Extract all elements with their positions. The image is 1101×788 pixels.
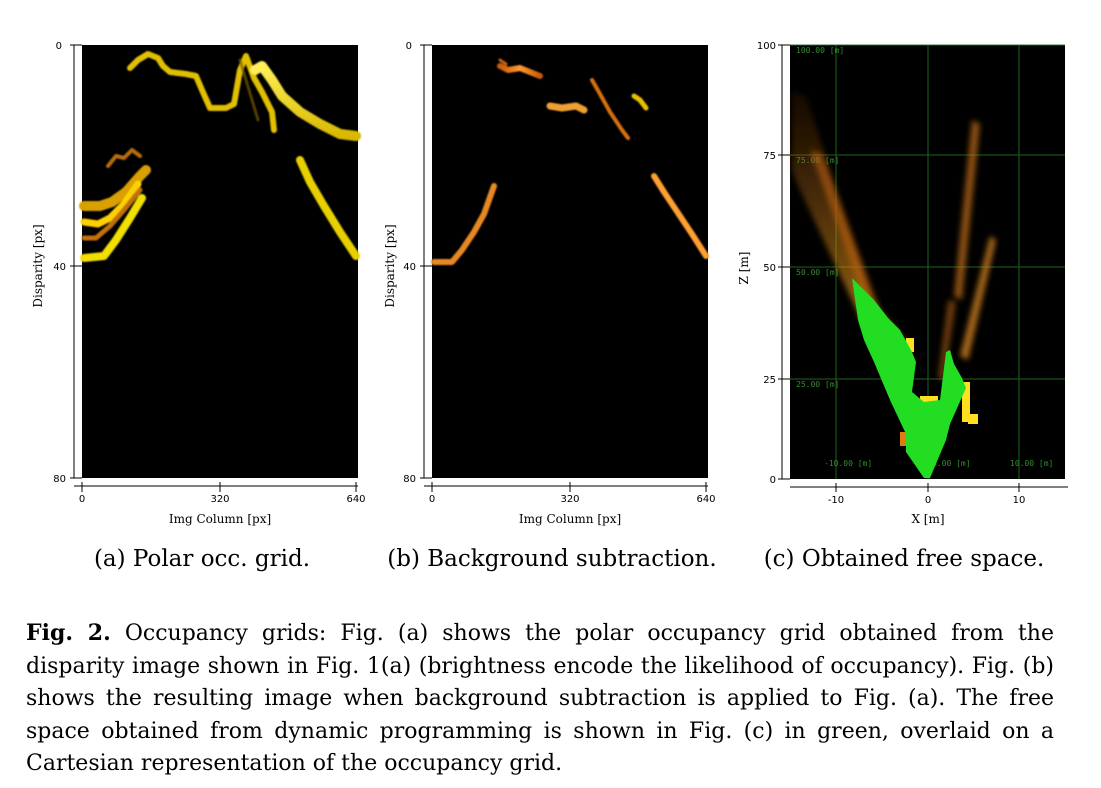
panel-b-ytick-40: 40	[403, 262, 416, 273]
panel-b-subcaption: (b) Background subtraction.	[387, 546, 716, 572]
figure: 0 40 80 0 320 640 Disparity [px] Img Col…	[31, 41, 1068, 572]
panel-a: 0 40 80 0 320 640 Disparity [px] Img Col…	[31, 41, 366, 572]
panel-b: 0 40 80 0 320 640 Disparity [px] Img Col…	[383, 41, 717, 572]
panel-b-xlabel: Img Column [px]	[519, 512, 621, 526]
panel-b-ylabel: Disparity [px]	[383, 224, 397, 307]
panel-c-xtick-0: 0	[925, 495, 931, 506]
panel-c: 100.00 [m] 75.00 [m] 50.00 [m] 25.00 [m]…	[737, 41, 1068, 572]
panel-c-grid-label-x-10: -10.00 [m]	[824, 459, 872, 468]
panel-a-xtick-0: 0	[79, 494, 85, 505]
panel-a-subcaption: (a) Polar occ. grid.	[94, 546, 310, 572]
panel-c-grid-label-50: 50.00 [m]	[796, 268, 839, 277]
panel-c-ylabel: Z [m]	[737, 252, 751, 285]
panel-a-xtick-640: 640	[346, 494, 365, 505]
figure-caption: Fig. 2. Occupancy grids: Fig. (a) shows …	[26, 617, 1054, 781]
panel-b-xtick-0: 0	[429, 494, 435, 505]
panel-b-ytick-80: 80	[403, 474, 416, 485]
panel-c-ytick-0: 0	[770, 475, 776, 486]
panel-c-ytick-25: 25	[763, 375, 776, 386]
panel-a-ylabel: Disparity [px]	[31, 224, 45, 307]
panel-a-ytick-40: 40	[53, 262, 66, 273]
panel-c-free-space	[852, 278, 966, 478]
panel-b-occupancy-traces	[431, 58, 709, 265]
panel-a-xlabel: Img Column [px]	[169, 512, 271, 526]
panel-b-xtick-640: 640	[696, 494, 715, 505]
panel-c-ytick-50: 50	[763, 263, 776, 274]
panel-c-grid-label-x10: 10.00 [m]	[1010, 459, 1053, 468]
panel-a-occupancy-traces	[79, 51, 361, 262]
panel-b-ytick-0: 0	[406, 41, 412, 52]
panel-a-ytick-80: 80	[53, 474, 66, 485]
panel-a-xtick-320: 320	[210, 494, 229, 505]
panel-c-grid-label-x0: 0.00 [m]	[932, 459, 971, 468]
panel-a-ytick-0: 0	[56, 41, 62, 52]
panel-b-plot-area	[432, 45, 708, 478]
panel-b-xtick-320: 320	[560, 494, 579, 505]
panel-c-xlabel: X [m]	[911, 512, 944, 526]
caption-text: Occupancy grids: Fig. (a) shows the pola…	[26, 621, 1054, 776]
panel-c-xtick-10: 10	[1013, 495, 1026, 506]
panel-c-subcaption: (c) Obtained free space.	[764, 546, 1045, 572]
caption-label: Fig. 2.	[26, 620, 111, 646]
panel-c-ytick-75: 75	[763, 151, 776, 162]
panel-c-grid-label-100: 100.00 [m]	[796, 46, 844, 55]
panel-c-ytick-100: 100	[757, 41, 776, 52]
panel-c-xtick-neg10: -10	[828, 495, 844, 506]
panel-c-obstacles	[900, 338, 978, 446]
panel-c-occupancy-streaks	[792, 92, 996, 380]
panel-c-grid-label-25: 25.00 [m]	[796, 380, 839, 389]
